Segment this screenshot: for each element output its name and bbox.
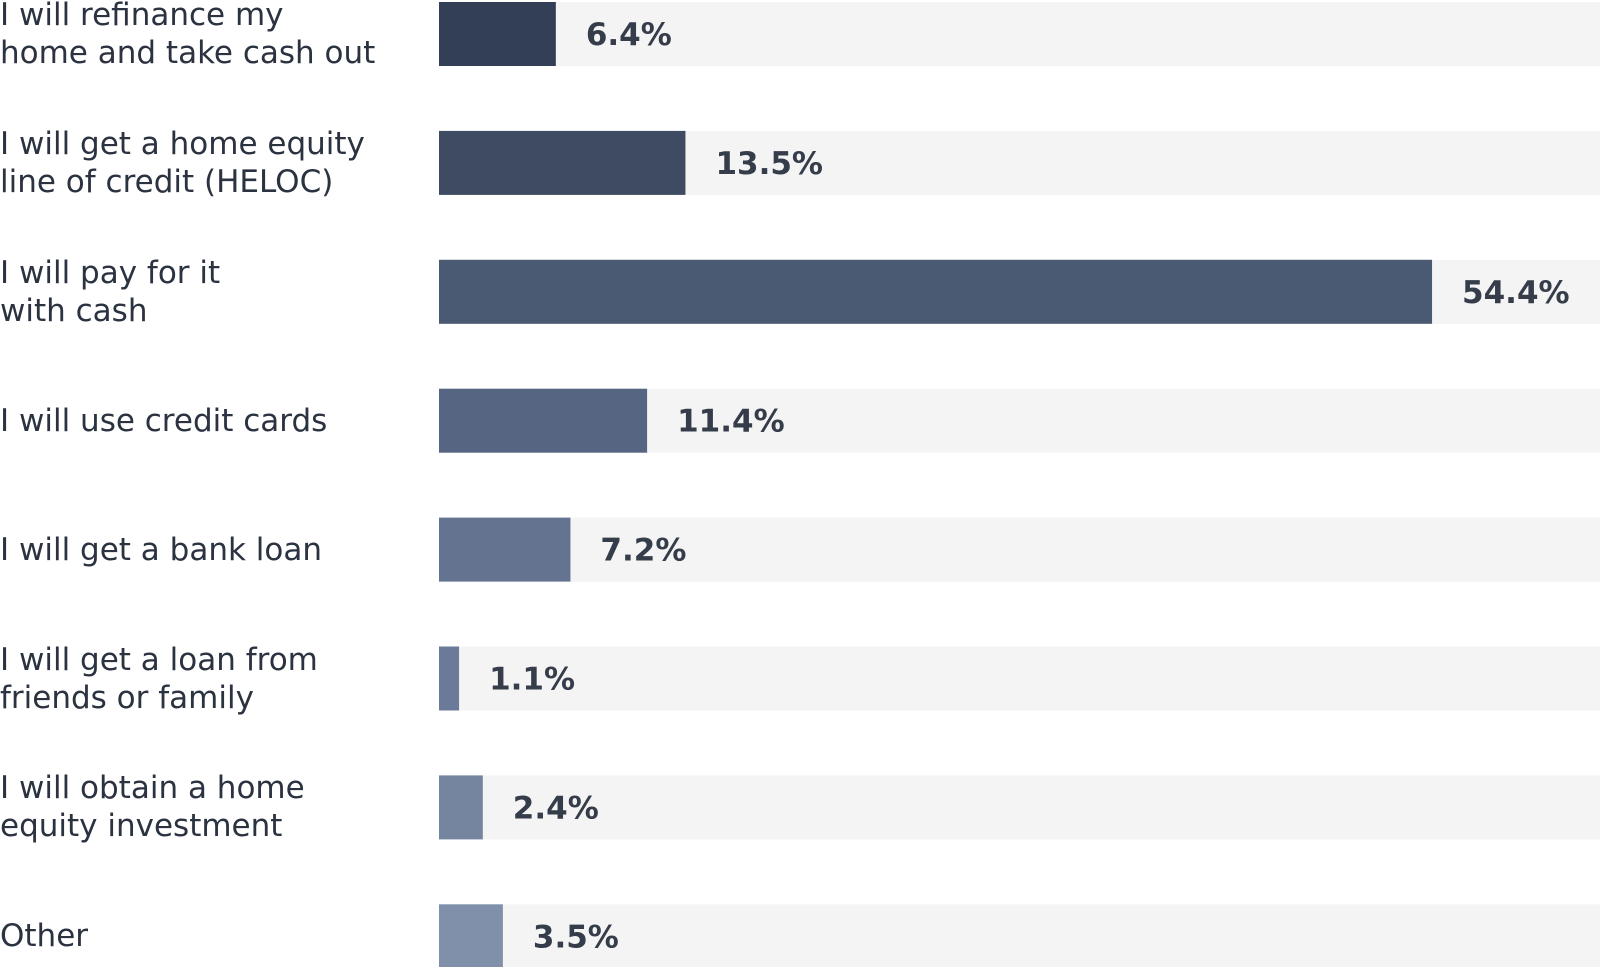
bar xyxy=(439,775,483,840)
category-label: I will get a home equity line of credit … xyxy=(0,125,365,200)
bar-track xyxy=(439,775,1600,840)
value-label: 13.5% xyxy=(715,146,823,182)
category-label: I will pay for it with cash xyxy=(0,254,221,329)
category-label: Other xyxy=(0,918,89,955)
bar xyxy=(439,259,1433,324)
category-label: I will get a bank loan xyxy=(0,531,323,568)
bar xyxy=(439,646,460,711)
value-label: 7.2% xyxy=(600,533,686,569)
value-label: 54.4% xyxy=(1462,275,1570,311)
category-label: I will use credit cards xyxy=(0,402,328,439)
value-label: 6.4% xyxy=(586,17,672,53)
bar-track xyxy=(439,2,1600,66)
bar-track xyxy=(439,517,1600,582)
category-label: I will get a loan from friends or family xyxy=(0,641,318,716)
bar xyxy=(439,904,503,967)
category-label: I will refinance my home and take cash o… xyxy=(0,0,376,71)
category-label: I will obtain a home equity investment xyxy=(0,770,305,845)
bar xyxy=(439,388,648,453)
value-label: 1.1% xyxy=(489,662,575,698)
bar xyxy=(439,2,556,66)
value-label: 11.4% xyxy=(677,404,785,440)
bar-track xyxy=(439,646,1600,711)
value-label: 2.4% xyxy=(513,790,599,826)
bar-track xyxy=(439,904,1600,967)
bar xyxy=(439,517,571,582)
value-label: 3.5% xyxy=(533,919,619,955)
bar xyxy=(439,130,686,195)
